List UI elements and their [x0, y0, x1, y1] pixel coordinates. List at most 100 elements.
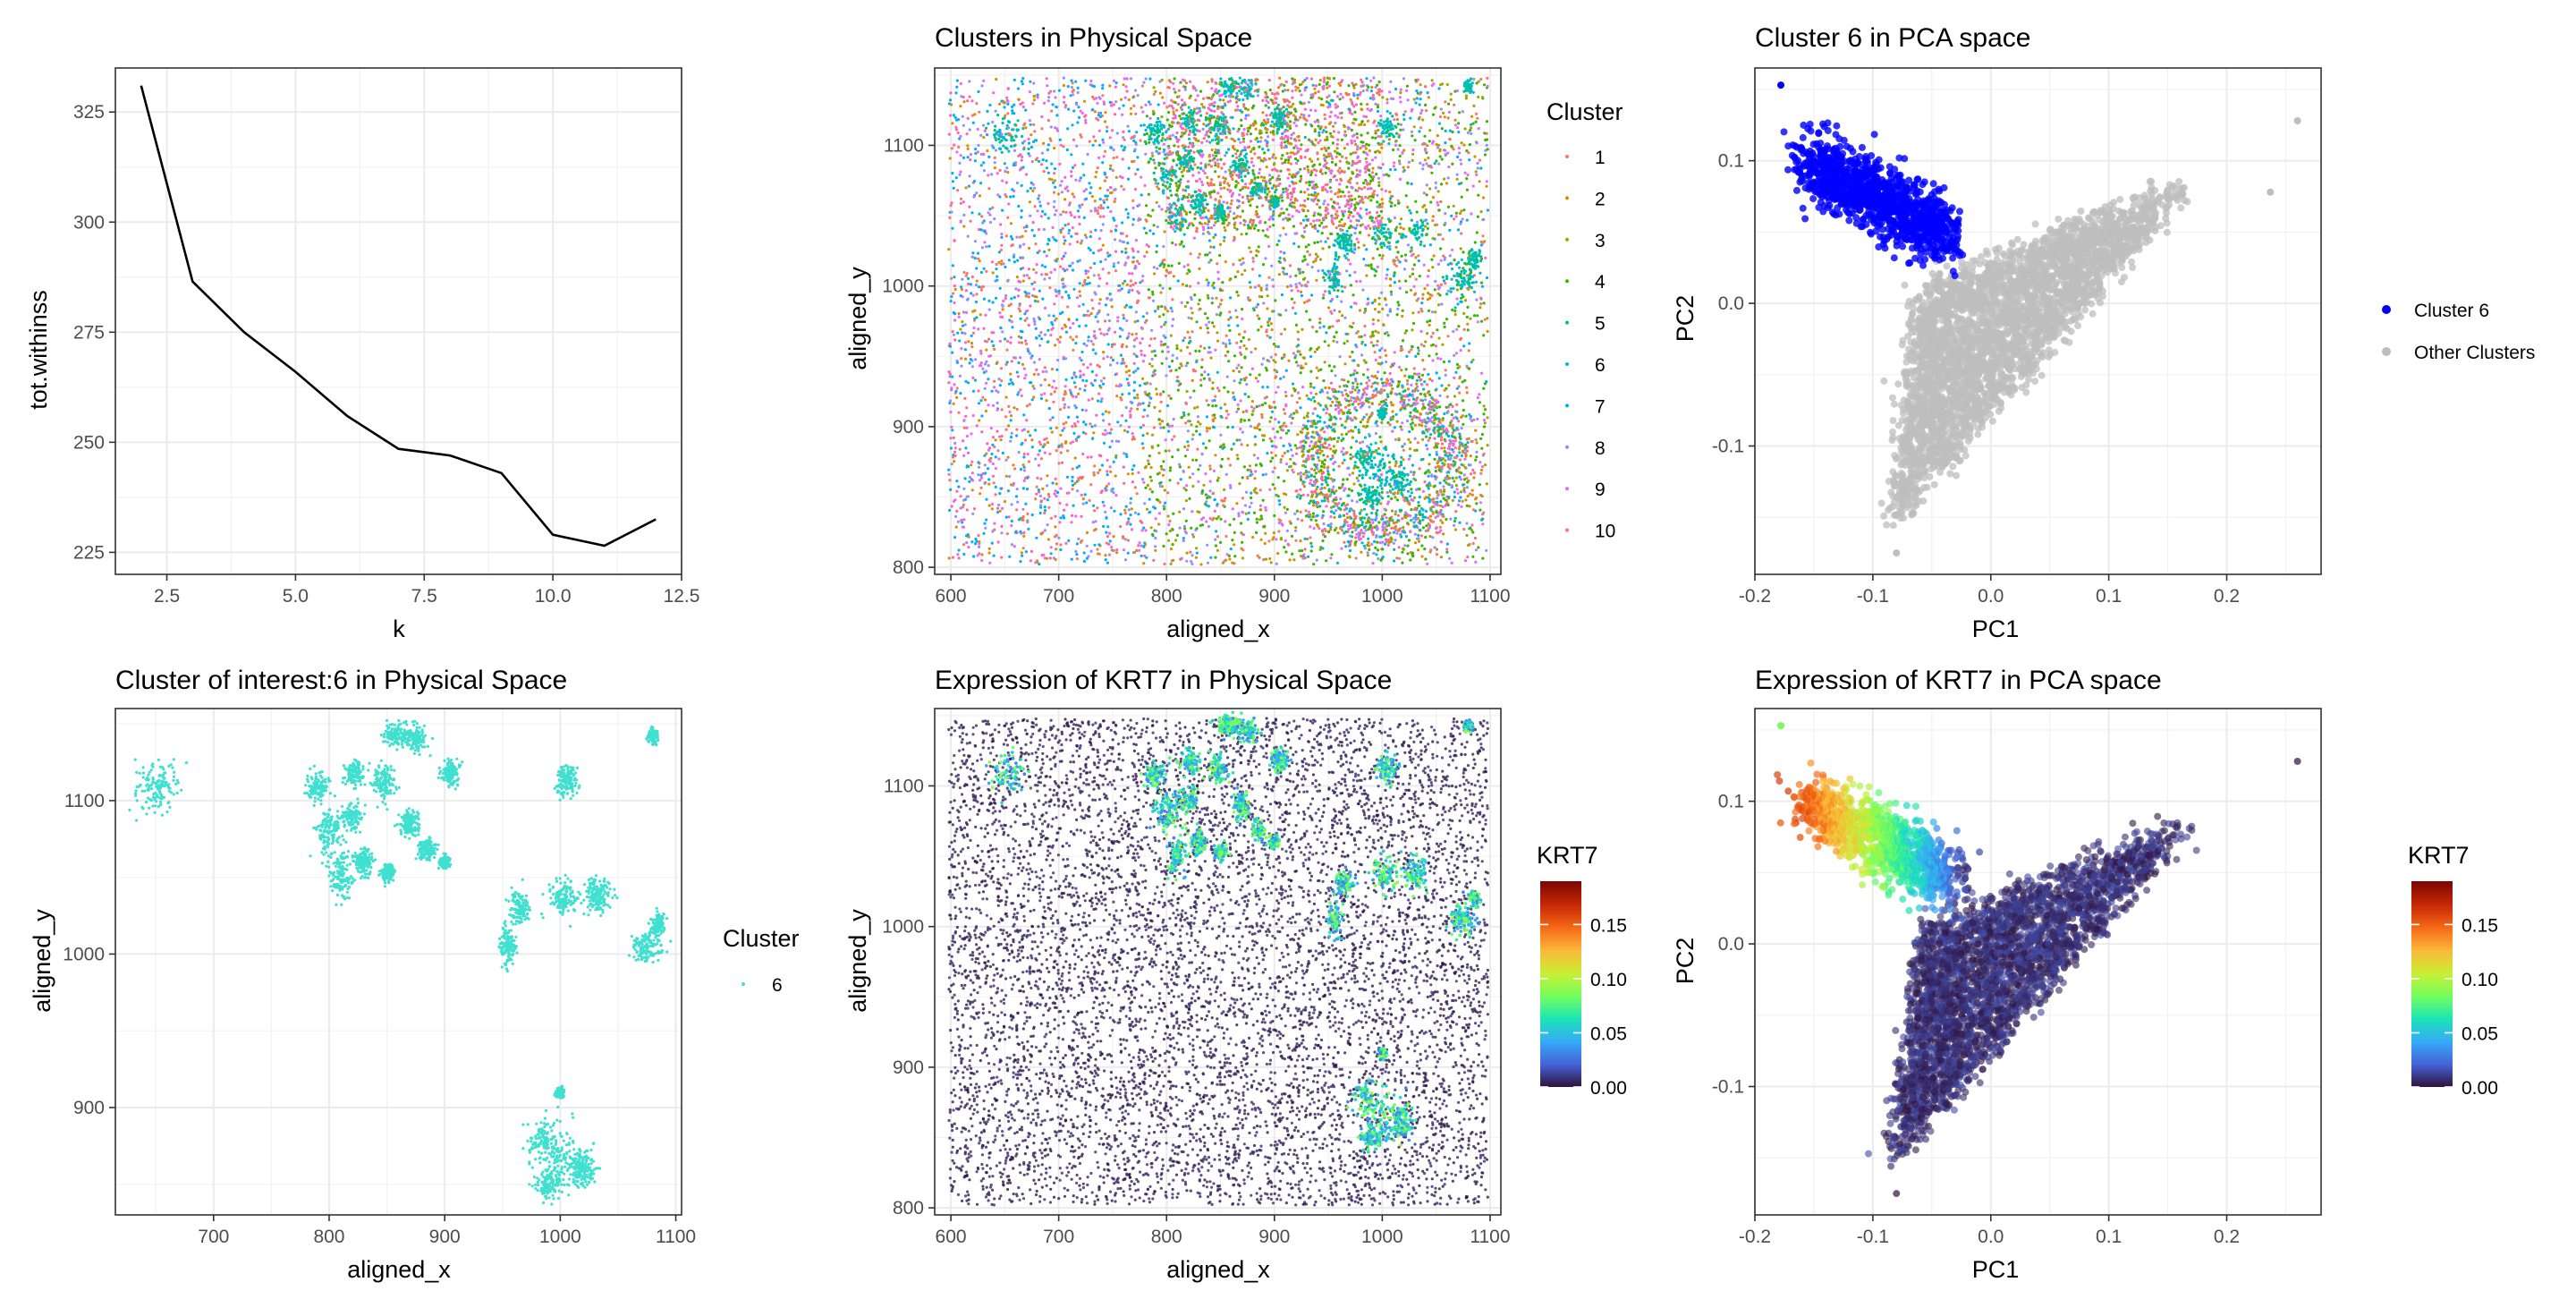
- point: [1385, 331, 1388, 334]
- point: [1217, 515, 1220, 518]
- point: [1313, 214, 1316, 216]
- point: [1029, 434, 1031, 437]
- point: [1447, 176, 1450, 179]
- point: [1247, 296, 1250, 299]
- point: [1157, 127, 1159, 130]
- point: [1033, 130, 1036, 132]
- point: [1111, 440, 1114, 443]
- point: [988, 208, 991, 210]
- point: [1470, 282, 1473, 284]
- point: [1278, 503, 1281, 505]
- point: [1284, 140, 1286, 143]
- point: [1365, 157, 1368, 160]
- point: [1141, 529, 1144, 531]
- point: [1042, 158, 1045, 161]
- point: [1197, 282, 1199, 284]
- point: [1222, 342, 1224, 344]
- point: [1177, 389, 1180, 392]
- point: [1160, 305, 1163, 308]
- point: [1455, 328, 1458, 331]
- point: [1115, 81, 1118, 84]
- point: [1404, 253, 1407, 256]
- point: [1246, 97, 1249, 99]
- point: [1053, 492, 1055, 495]
- point: [1366, 212, 1368, 215]
- point: [1182, 339, 1184, 342]
- point: [1482, 512, 1485, 514]
- point: [1062, 227, 1064, 230]
- point: [1312, 181, 1315, 183]
- point: [1420, 555, 1423, 557]
- point: [1016, 276, 1019, 278]
- point: [1160, 115, 1163, 118]
- x-tick-label: 800: [1151, 586, 1182, 607]
- point: [1134, 320, 1137, 323]
- point: [1167, 523, 1170, 526]
- point: [1318, 327, 1321, 329]
- point: [1348, 207, 1351, 209]
- point: [1448, 439, 1451, 442]
- point: [1220, 187, 1223, 190]
- point: [1093, 509, 1096, 512]
- point: [1351, 199, 1353, 201]
- point: [1418, 259, 1420, 262]
- point: [1251, 536, 1254, 539]
- point: [1084, 493, 1087, 496]
- point: [1319, 140, 1322, 142]
- point: [1123, 280, 1126, 283]
- point: [1441, 522, 1444, 524]
- point: [1001, 507, 1004, 510]
- point: [1298, 282, 1301, 284]
- point: [1207, 294, 1209, 297]
- point: [970, 463, 972, 466]
- point: [1357, 466, 1360, 469]
- point: [1292, 103, 1294, 106]
- point: [979, 134, 982, 137]
- point: [966, 435, 969, 437]
- point: [985, 519, 987, 522]
- point: [1356, 97, 1359, 99]
- point: [1299, 148, 1301, 150]
- point: [1214, 161, 1216, 164]
- point: [1160, 401, 1163, 403]
- point: [1125, 234, 1128, 237]
- point: [970, 283, 972, 285]
- point: [1109, 465, 1112, 468]
- point: [1314, 224, 1317, 226]
- point: [1142, 527, 1145, 530]
- point: [1299, 446, 1301, 449]
- point: [1402, 458, 1404, 461]
- point: [1441, 157, 1444, 160]
- point: [1017, 88, 1020, 90]
- point: [1011, 543, 1013, 546]
- point: [1087, 310, 1089, 312]
- point: [1129, 523, 1131, 526]
- point: [1393, 522, 1395, 524]
- point: [1109, 186, 1112, 189]
- point: [1063, 176, 1066, 179]
- point: [1349, 454, 1352, 456]
- point: [1153, 272, 1156, 275]
- point: [1408, 351, 1411, 353]
- point: [1038, 441, 1041, 444]
- point: [1017, 205, 1020, 208]
- point: [1472, 476, 1475, 479]
- point: [1401, 562, 1403, 565]
- point: [983, 267, 986, 270]
- point: [1268, 174, 1271, 176]
- point: [1425, 162, 1428, 165]
- point: [1341, 314, 1343, 317]
- point: [973, 319, 976, 322]
- point: [1445, 551, 1448, 554]
- point: [1167, 171, 1170, 174]
- point: [1203, 370, 1206, 373]
- point: [1451, 562, 1453, 565]
- point: [1287, 360, 1290, 362]
- point: [1223, 236, 1225, 239]
- point: [1451, 163, 1453, 166]
- point: [1182, 537, 1185, 539]
- point: [1318, 527, 1320, 530]
- point: [1277, 104, 1280, 106]
- point: [1470, 361, 1473, 363]
- point: [1359, 170, 1361, 173]
